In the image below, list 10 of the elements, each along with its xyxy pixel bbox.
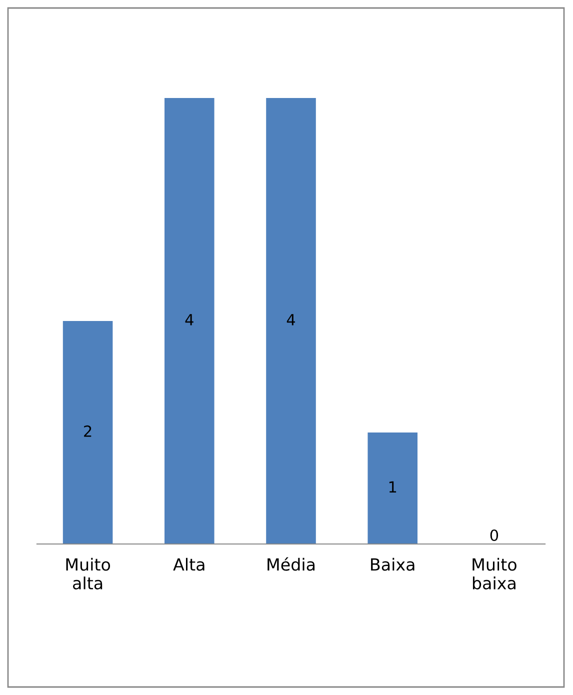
data-label: 0: [490, 529, 498, 542]
data-label: 2: [84, 425, 92, 437]
x-tick-label: Muito baixa: [472, 558, 516, 590]
data-label: 4: [185, 314, 194, 326]
x-tick-label: Média: [268, 557, 315, 571]
data-label: 1: [389, 481, 396, 492]
x-tick-label: Alta: [173, 558, 204, 571]
x-tick-label: Baixa: [371, 558, 414, 571]
x-tick-label: Muito alta: [66, 558, 110, 590]
data-label: 4: [286, 314, 296, 326]
